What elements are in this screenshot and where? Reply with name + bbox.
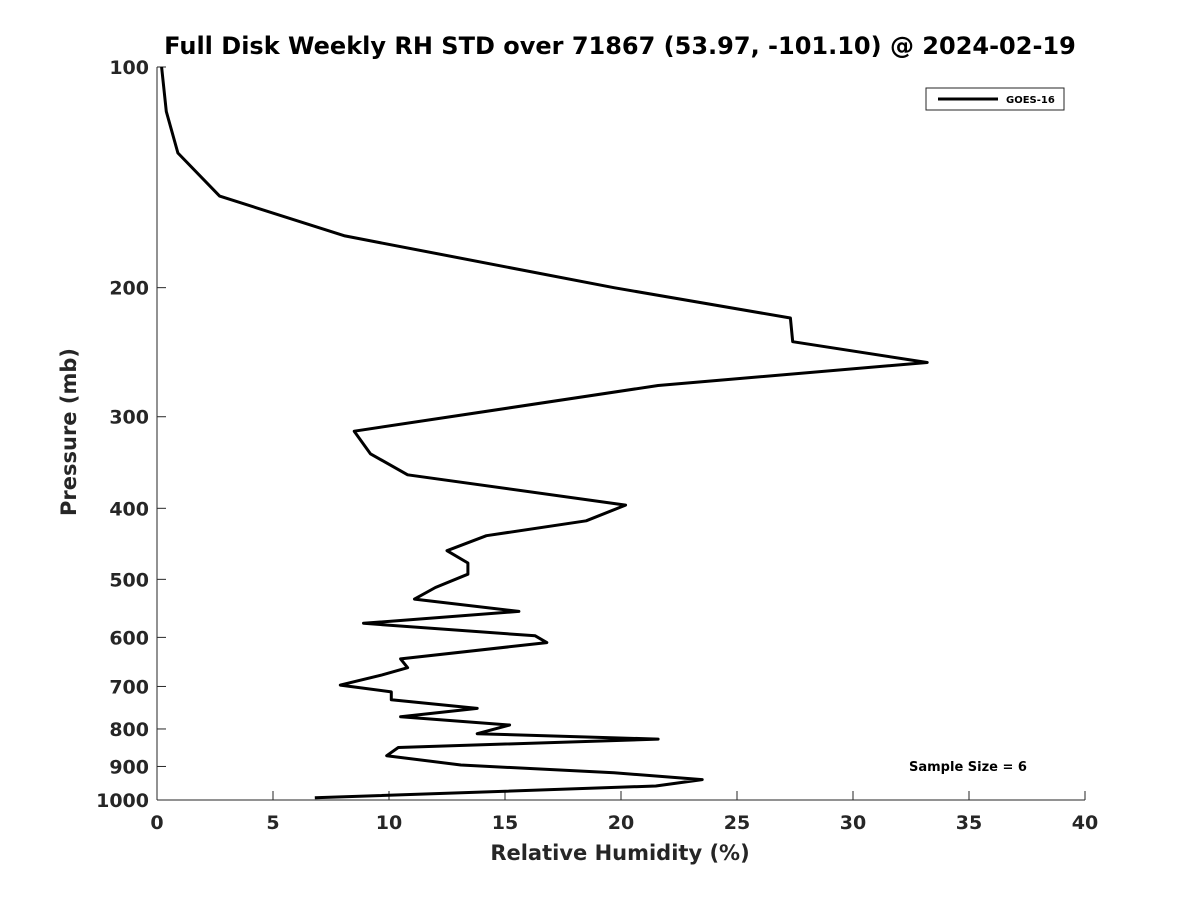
y-tick-label: 900 (109, 756, 149, 778)
y-axis-label: Pressure (mb) (57, 348, 81, 516)
axes: 0 5 10 15 20 25 30 35 40 100 200 300 400 500 600 700 800… (96, 57, 1098, 834)
x-tick-label: 5 (266, 812, 279, 834)
y-tick-label: 1000 (96, 790, 149, 812)
x-tick-label: 10 (376, 812, 402, 834)
x-tick-label: 0 (150, 812, 163, 834)
x-tick-label: 20 (608, 812, 634, 834)
x-tick-label: 15 (492, 812, 518, 834)
legend-label: GOES-16 (1006, 95, 1055, 106)
chart-title: Full Disk Weekly RH STD over 71867 (53.9… (164, 32, 1076, 60)
plot-area (160, 66, 929, 800)
y-tick-label: 100 (109, 57, 149, 79)
legend: GOES-16 (925, 87, 1065, 111)
y-tick-label: 400 (109, 498, 149, 520)
y-tick-label: 700 (109, 676, 149, 698)
x-tick-label: 40 (1072, 812, 1098, 834)
y-tick-label: 800 (109, 719, 149, 741)
y-tick-label: 500 (109, 569, 149, 591)
sample-size-annotation: Sample Size = 6 (909, 760, 1027, 775)
x-tick-label: 35 (956, 812, 982, 834)
x-tick-label: 30 (840, 812, 866, 834)
y-tick-label: 200 (109, 278, 149, 300)
x-tick-label: 25 (724, 812, 750, 834)
series-line-goes-16 (160, 66, 929, 800)
y-tick-label: 600 (109, 627, 149, 649)
y-tick-label: 300 (109, 407, 149, 429)
x-axis-label: Relative Humidity (%) (490, 841, 749, 865)
